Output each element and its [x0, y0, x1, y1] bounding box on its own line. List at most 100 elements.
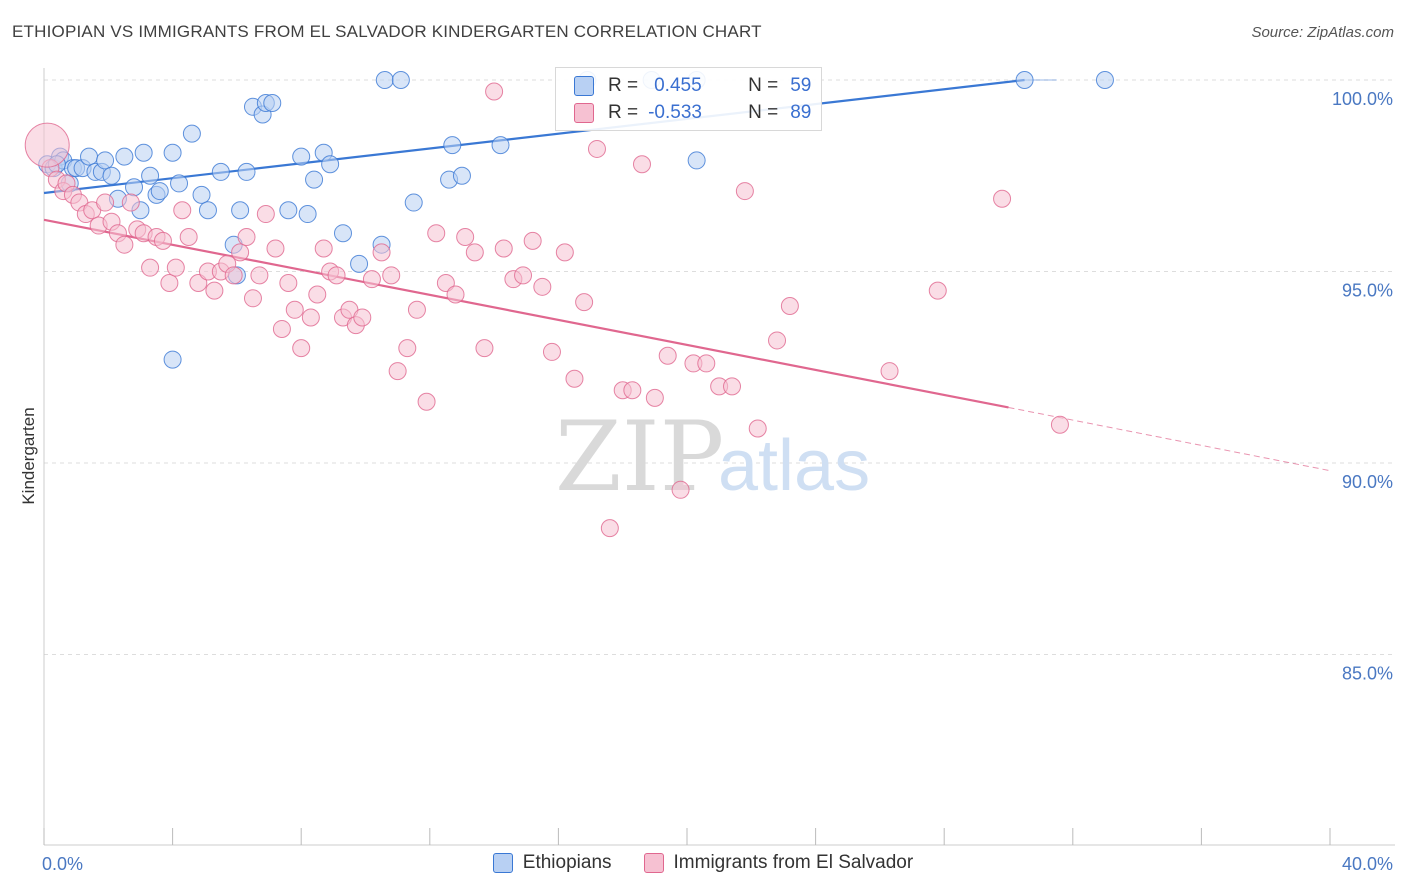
- point-ethiopians: [292, 147, 311, 166]
- point-ethiopians: [491, 136, 510, 155]
- point-el-salvador: [353, 308, 372, 327]
- point-el-salvador: [533, 277, 552, 296]
- point-el-salvador: [465, 243, 484, 262]
- point-el-salvador: [205, 281, 224, 300]
- y-tick-label: 95.0%: [1342, 281, 1393, 301]
- point-el-salvador: [645, 388, 664, 407]
- blue-swatch: [574, 76, 594, 96]
- point-el-salvador: [308, 285, 327, 304]
- point-ethiopians: [443, 136, 462, 155]
- point-el-salvador: [542, 342, 561, 361]
- n-label: N =: [748, 102, 779, 123]
- point-ethiopians: [375, 71, 394, 89]
- r-label: R =: [608, 75, 639, 96]
- point-el-salvador: [372, 243, 391, 262]
- point-ethiopians: [231, 201, 250, 220]
- x-tick-label: 0.0%: [42, 854, 83, 874]
- point-el-salvador: [256, 205, 275, 224]
- point-ethiopians: [391, 71, 410, 89]
- point-el-salvador: [514, 266, 533, 285]
- point-el-salvador: [153, 231, 172, 250]
- point-el-salvador: [494, 239, 513, 258]
- data-points: [24, 71, 1114, 538]
- point-el-salvador: [768, 331, 787, 350]
- point-el-salvador: [398, 339, 417, 358]
- point-el-salvador: [285, 300, 304, 319]
- point-el-salvador: [735, 182, 754, 201]
- point-ethiopians: [333, 224, 352, 243]
- point-ethiopians: [115, 147, 134, 166]
- n-value: 59: [790, 75, 812, 96]
- watermark-atlas: atlas: [718, 426, 870, 506]
- point-ethiopians: [198, 201, 217, 220]
- pink-swatch: [574, 103, 594, 123]
- point-el-salvador: [928, 281, 947, 300]
- trend-line: [43, 218, 1009, 409]
- point-ethiopians: [141, 166, 160, 185]
- legend-row-el-salvador: R = -0.533 N = 89: [574, 101, 811, 125]
- point-el-salvador: [301, 308, 320, 327]
- point-el-salvador: [456, 228, 475, 247]
- point-el-salvador: [446, 285, 465, 304]
- point-el-salvador: [231, 243, 250, 262]
- series-legend: Ethiopians Immigrants from El Salvador: [0, 852, 1406, 874]
- point-el-salvador: [237, 228, 256, 247]
- point-el-salvador: [575, 293, 594, 312]
- point-ethiopians: [1095, 71, 1114, 89]
- y-tick-label: 100.0%: [1332, 89, 1393, 109]
- chart-title: ETHIOPIAN VS IMMIGRANTS FROM EL SALVADOR…: [12, 22, 762, 41]
- r-value: 0.455: [654, 75, 702, 96]
- point-el-salvador: [266, 239, 285, 258]
- point-el-salvador: [475, 339, 494, 358]
- point-el-salvador: [671, 480, 690, 499]
- blue-swatch: [492, 853, 513, 873]
- point-el-salvador: [179, 228, 198, 247]
- y-tick-label: 85.0%: [1342, 664, 1393, 684]
- point-el-salvador: [600, 519, 619, 538]
- point-el-salvador: [224, 266, 243, 285]
- y-axis-title: Kindergarten: [19, 407, 38, 504]
- point-el-salvador: [121, 193, 140, 212]
- legend-row-ethiopians: R = 0.455 N = 59: [574, 74, 811, 98]
- point-el-salvador: [96, 193, 115, 212]
- correlation-legend: R = 0.455 N = 59 R = -0.533 N = 89: [555, 67, 822, 131]
- point-ethiopians: [263, 93, 282, 112]
- point-el-salvador: [658, 346, 677, 365]
- point-ethiopians: [163, 350, 182, 369]
- point-el-salvador: [436, 273, 455, 292]
- point-ethiopians: [305, 170, 324, 189]
- point-el-salvador: [189, 273, 208, 292]
- point-el-salvador: [697, 354, 716, 373]
- x-tick-label: 40.0%: [1342, 854, 1393, 874]
- point-ethiopians: [298, 205, 317, 224]
- r-value: -0.533: [648, 102, 702, 123]
- point-el-salvador: [587, 139, 606, 158]
- point-ethiopians: [211, 162, 230, 181]
- point-el-salvador: [279, 273, 298, 292]
- point-ethiopians: [321, 155, 340, 174]
- point-el-salvador: [141, 258, 160, 277]
- legend-item-ethiopians: Ethiopians: [492, 852, 612, 874]
- point-el-salvador: [407, 300, 426, 319]
- point-el-salvador: [115, 235, 134, 254]
- point-el-salvador: [314, 239, 333, 258]
- axes: [43, 68, 1395, 846]
- point-el-salvador: [388, 362, 407, 381]
- tick-labels: 85.0% 90.0% 95.0% 100.0% 0.0% 40.0% Kindergart…: [19, 89, 1393, 874]
- point-ethiopians: [182, 124, 201, 143]
- point-ethiopians: [125, 178, 144, 197]
- point-el-salvador: [166, 258, 185, 277]
- legend-item-el-salvador: Immigrants from El Salvador: [643, 852, 913, 874]
- point-el-salvador: [748, 419, 767, 438]
- point-ethiopians: [102, 166, 121, 185]
- point-el-salvador: [362, 270, 381, 289]
- point-ethiopians: [237, 162, 256, 181]
- point-ethiopians: [279, 201, 298, 220]
- point-el-salvador: [880, 362, 899, 381]
- source-label: Source: ZipAtlas.com: [1251, 24, 1394, 41]
- pink-swatch: [643, 853, 664, 873]
- r-label: R =: [608, 102, 639, 123]
- point-el-salvador: [993, 189, 1012, 208]
